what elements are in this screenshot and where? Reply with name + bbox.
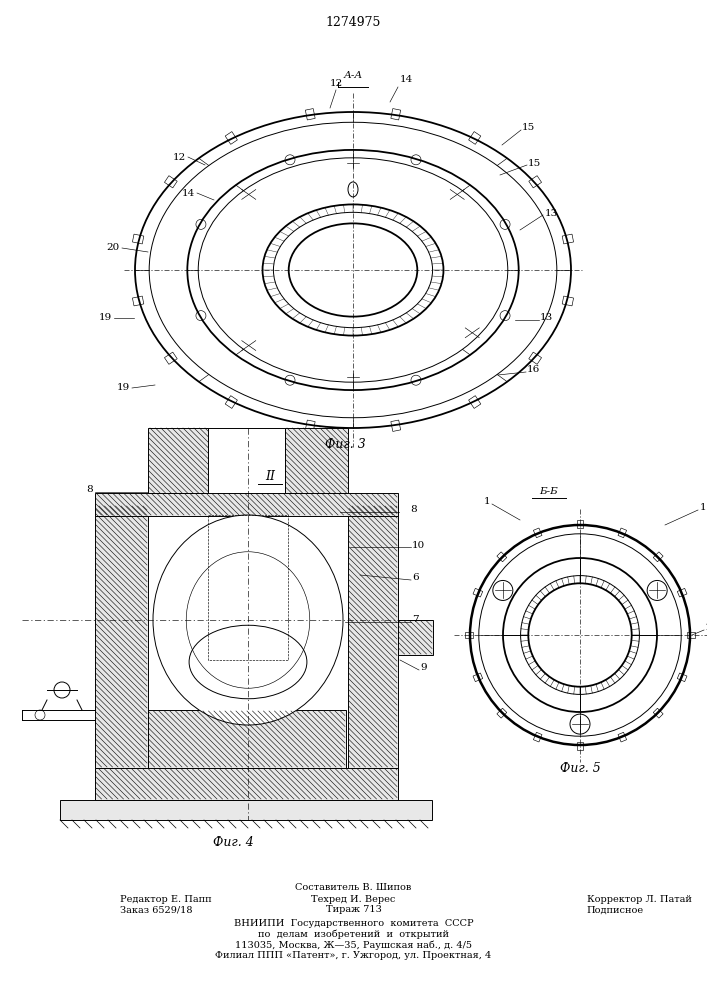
Bar (95, 768, 398, 800)
Bar (208, 428, 285, 493)
Bar (305, 109, 315, 120)
Text: 19: 19 (99, 314, 112, 322)
Bar (469, 132, 481, 144)
Text: Корректор Л. Патай: Корректор Л. Патай (587, 894, 691, 904)
Bar (577, 742, 583, 750)
Bar (208, 515, 288, 660)
Text: Редактор Е. Папп: Редактор Е. Папп (120, 894, 212, 904)
Text: 15: 15 (522, 123, 535, 132)
Bar (465, 632, 474, 638)
Text: Филиал ППП «Патент», г. Ужгород, ул. Проектная, 4: Филиал ППП «Патент», г. Ужгород, ул. Про… (216, 952, 491, 960)
Text: 6: 6 (412, 574, 419, 582)
Bar (95, 505, 148, 768)
Bar (677, 588, 687, 597)
Bar (618, 528, 626, 538)
Bar (391, 420, 401, 431)
Text: Тираж 713: Тираж 713 (325, 906, 382, 914)
Text: 14: 14 (400, 75, 414, 84)
Ellipse shape (153, 515, 343, 725)
Circle shape (647, 580, 667, 600)
Text: 7: 7 (412, 615, 419, 624)
Text: 12: 12 (329, 79, 343, 88)
Text: 11: 11 (705, 624, 707, 633)
Bar (577, 520, 583, 528)
Bar (148, 428, 208, 493)
Text: 16: 16 (527, 365, 540, 374)
Text: Техред И. Верес: Техред И. Верес (311, 894, 396, 904)
Text: 113035, Москва, Ж—35, Раушская наб., д. 4/5: 113035, Москва, Ж—35, Раушская наб., д. … (235, 940, 472, 950)
Bar (497, 708, 507, 718)
Text: Фиг. 3: Фиг. 3 (325, 438, 366, 452)
Bar (469, 396, 481, 408)
Text: 13: 13 (540, 314, 554, 322)
Text: 8: 8 (86, 486, 93, 494)
Ellipse shape (348, 182, 358, 197)
Bar (95, 493, 398, 516)
Text: 14: 14 (182, 188, 195, 198)
Bar (165, 352, 177, 364)
Circle shape (493, 580, 513, 600)
Circle shape (570, 714, 590, 734)
Bar (148, 710, 346, 768)
Text: 1274975: 1274975 (325, 15, 380, 28)
Text: Составитель В. Шипов: Составитель В. Шипов (296, 882, 411, 892)
Bar (132, 296, 144, 306)
Bar (473, 673, 483, 682)
Bar (497, 552, 507, 562)
Bar (686, 632, 694, 638)
Bar (533, 528, 542, 538)
Text: 9: 9 (420, 664, 426, 672)
Bar (529, 176, 542, 188)
Bar (391, 109, 401, 120)
Text: II: II (265, 471, 275, 484)
Text: Фиг. 5: Фиг. 5 (560, 762, 600, 774)
Bar (398, 620, 433, 655)
Bar (562, 296, 573, 306)
Bar (653, 552, 663, 562)
Text: 1: 1 (700, 504, 706, 512)
Text: 20: 20 (107, 243, 120, 252)
Text: Заказ 6529/18: Заказ 6529/18 (120, 906, 193, 914)
Text: 8: 8 (410, 506, 416, 514)
Text: Подписное: Подписное (587, 906, 644, 914)
Text: А-А: А-А (344, 70, 363, 80)
Bar (529, 352, 542, 364)
Bar (285, 428, 348, 493)
Text: 13: 13 (545, 209, 559, 218)
Bar (533, 732, 542, 742)
Text: Фиг. 4: Фиг. 4 (213, 836, 253, 850)
Bar (562, 234, 573, 244)
Bar (165, 176, 177, 188)
Bar (132, 234, 144, 244)
Text: 15: 15 (528, 158, 542, 167)
Bar (305, 420, 315, 431)
Bar (60, 800, 432, 820)
Bar (225, 132, 238, 144)
Bar (677, 673, 687, 682)
Bar (618, 732, 626, 742)
Bar (348, 505, 398, 768)
Text: 1: 1 (484, 497, 490, 506)
Bar (653, 708, 663, 718)
Bar (225, 396, 238, 408)
Text: Б-Б: Б-Б (539, 488, 559, 496)
Text: 19: 19 (117, 383, 130, 392)
Text: ВНИИПИ  Государственного  комитета  СССР: ВНИИПИ Государственного комитета СССР (234, 918, 473, 928)
Text: 12: 12 (173, 152, 186, 161)
Text: 10: 10 (412, 540, 425, 550)
Text: по  делам  изобретений  и  открытий: по делам изобретений и открытий (258, 929, 449, 939)
Bar (473, 588, 483, 597)
